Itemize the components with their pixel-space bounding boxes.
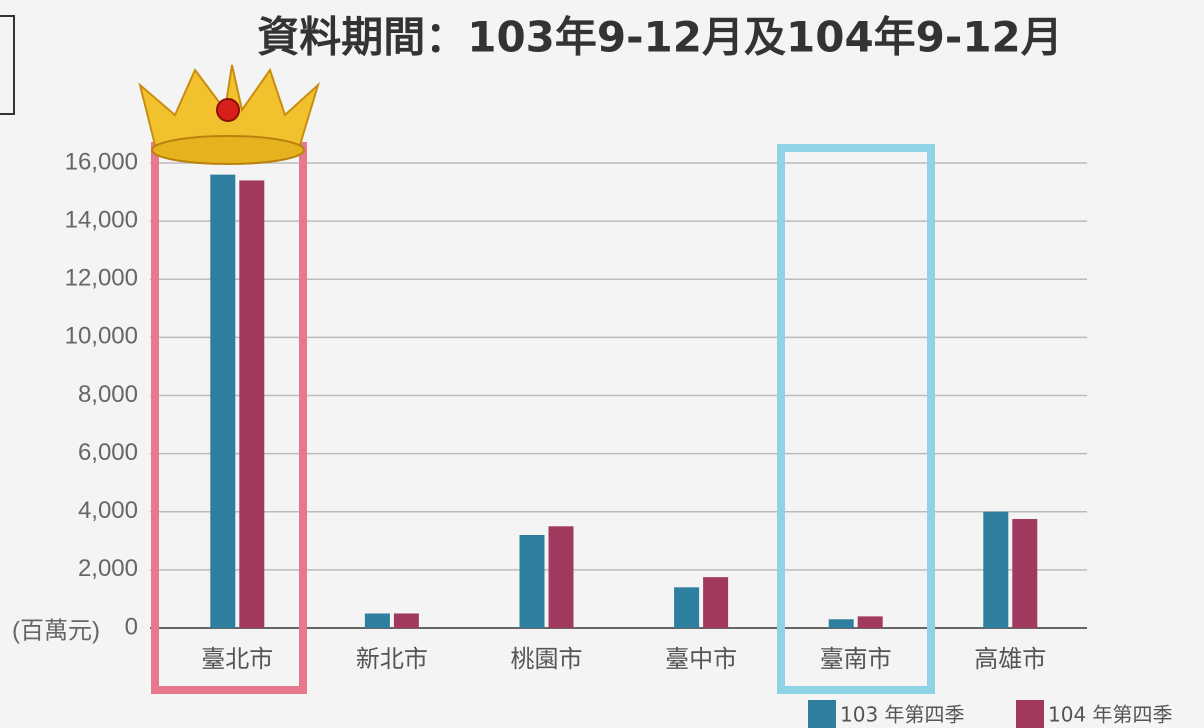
bar [828,619,854,628]
y-tick-label: 6,000 [78,439,138,466]
y-tick-label: 16,000 [65,148,138,175]
x-tick-label: 高雄市 [974,645,1046,673]
y-tick-label: 8,000 [78,381,138,408]
x-tick-label: 臺中市 [665,645,737,673]
y-tick-label: 4,000 [78,497,138,524]
legend-label: 103 年第四季 [840,703,965,727]
bar [703,577,729,628]
bar [674,587,700,628]
y-tick-label: 2,000 [78,555,138,582]
x-tick-label: 新北市 [356,645,428,673]
bar [857,616,883,628]
frame-edge [0,15,15,115]
bar [519,535,545,628]
bar [239,180,265,628]
bar [1012,519,1038,628]
bar [364,613,390,628]
y-tick-label: 0 [125,613,138,640]
chart-title: 資料期間：103年9-12月及104年9-12月 [257,13,1063,62]
y-tick-label: 12,000 [65,265,138,292]
legend-label: 104 年第四季 [1048,703,1173,727]
x-tick-label: 臺南市 [820,645,892,673]
bar [393,613,419,628]
crown [138,64,320,165]
y-tick-label: 10,000 [65,323,138,350]
legend-swatch [808,700,836,728]
legend-swatch [1016,700,1044,728]
x-tick-label: 桃園市 [511,645,583,673]
bar [983,511,1009,628]
bar [210,174,236,628]
highlight-box [777,144,935,694]
y-unit: (百萬元) [12,617,100,644]
x-tick-label: 臺北市 [201,645,273,673]
bar [548,526,574,628]
y-tick-label: 14,000 [65,206,138,233]
